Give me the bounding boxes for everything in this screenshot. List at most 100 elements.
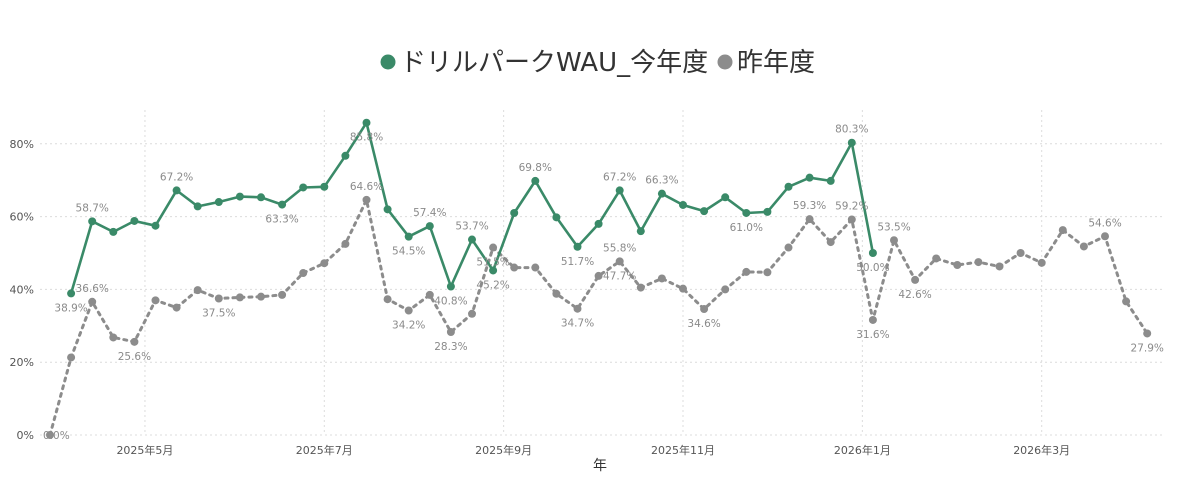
data-point[interactable] [974,258,983,267]
data-point[interactable] [193,286,202,295]
data-point[interactable] [700,207,709,216]
data-point[interactable] [130,216,139,225]
data-point[interactable] [721,285,730,294]
series-current [67,118,877,298]
data-point[interactable] [805,173,814,182]
data-point[interactable] [446,327,455,336]
data-point[interactable] [679,200,687,209]
data-point[interactable] [299,183,308,192]
data-point[interactable] [383,205,392,214]
data-point[interactable] [320,182,329,191]
data-point[interactable] [594,271,603,280]
data-point[interactable] [995,262,1004,271]
data-point[interactable] [868,315,877,324]
data-point[interactable] [446,282,455,291]
data-point[interactable] [320,259,329,268]
data-point[interactable] [510,208,519,217]
data-point[interactable] [278,290,287,299]
data-point[interactable] [235,293,244,302]
data-point[interactable] [489,266,498,275]
data-point[interactable] [151,296,160,305]
data-point[interactable] [911,275,920,284]
data-point[interactable] [531,263,540,272]
data-point[interactable] [257,292,265,301]
data-point[interactable] [510,263,519,272]
data-point[interactable] [594,219,603,228]
data-point[interactable] [46,431,54,439]
data-point[interactable] [88,217,97,226]
data-point[interactable] [636,227,645,236]
data-point[interactable] [1016,249,1025,257]
data-point[interactable] [214,294,223,303]
data-point[interactable] [657,189,666,198]
data-point[interactable] [278,200,287,209]
data-point[interactable] [615,257,624,266]
data-point[interactable] [362,195,371,204]
data-point[interactable] [425,222,434,231]
legend-marker-previous[interactable] [717,54,733,70]
data-point[interactable] [235,192,244,201]
data-point[interactable] [1101,232,1109,241]
data-point[interactable] [172,303,181,312]
data-point[interactable] [868,249,877,257]
data-point[interactable] [404,306,413,315]
data-point[interactable] [109,333,118,342]
data-point[interactable] [573,242,582,251]
data-point[interactable] [890,236,898,245]
data-point[interactable] [383,295,392,304]
data-point[interactable] [299,269,308,278]
data-point[interactable] [953,261,962,270]
data-point[interactable] [763,268,772,277]
data-point[interactable] [657,274,666,283]
data-point[interactable] [932,254,941,263]
data-point[interactable] [636,283,645,292]
data-point[interactable] [763,207,772,216]
data-point[interactable] [109,227,118,236]
data-point[interactable] [847,138,856,147]
legend-marker-current[interactable] [380,54,396,70]
data-point[interactable] [468,235,476,244]
data-point[interactable] [552,289,561,298]
data-point[interactable] [130,337,139,346]
data-point[interactable] [172,186,181,195]
data-point[interactable] [679,284,687,293]
legend-label-current[interactable]: ドリルパークWAU_今年度 [400,48,708,78]
data-point[interactable] [489,243,498,252]
data-point[interactable] [826,176,835,185]
data-point[interactable] [341,239,350,248]
data-point[interactable] [404,232,413,241]
data-point[interactable] [1122,297,1131,306]
data-point[interactable] [1058,226,1067,235]
data-point[interactable] [341,151,350,160]
data-point[interactable] [362,118,371,127]
data-point[interactable] [531,176,540,185]
data-point[interactable] [151,221,160,230]
data-point[interactable] [257,193,265,202]
data-point[interactable] [468,309,476,318]
data-point[interactable] [805,215,814,224]
data-point[interactable] [700,305,709,314]
legend-label-previous[interactable]: 昨年度 [737,48,815,78]
data-point[interactable] [721,193,730,202]
data-point[interactable] [847,215,856,224]
data-point[interactable] [193,202,202,211]
data-point[interactable] [67,353,76,362]
data-point[interactable] [214,198,223,207]
data-point[interactable] [552,213,561,222]
data-point[interactable] [1143,329,1152,338]
data-point[interactable] [615,186,624,195]
data-point[interactable] [826,238,835,247]
data-point[interactable] [573,304,582,313]
data-point[interactable] [784,243,793,252]
data-point[interactable] [67,289,76,298]
data-label: 54.6% [1088,217,1121,229]
data-label: 28.3% [434,341,467,353]
data-point[interactable] [1079,242,1088,251]
x-axis-title: 年 [593,458,607,474]
data-point[interactable] [88,297,97,306]
data-point[interactable] [742,267,751,276]
data-point[interactable] [784,182,793,191]
data-point[interactable] [742,208,751,217]
data-point[interactable] [1037,258,1046,267]
data-point[interactable] [425,290,434,299]
